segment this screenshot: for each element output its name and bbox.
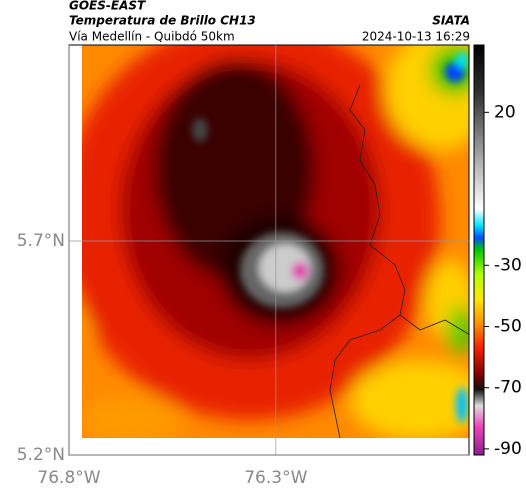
satellite-name: GOES-EAST [69,0,146,13]
lon-tick-label: 76.3°W [244,468,307,488]
colorbar-tick-label: 20 [494,102,516,122]
colorbar-tick-label: -70 [494,378,522,398]
source-name: SIATA [432,14,470,28]
colorbar-tick-label: -50 [494,316,522,336]
lat-tick-label: 5.2°N [17,445,65,465]
lat-tick-label: 5.7°N [17,231,65,251]
datetime: 2024-10-13 16:29 [362,30,470,44]
region-name: Vía Medellín - Quibdó 50km [69,30,235,44]
product-name: Temperatura de Brillo CH13 [69,14,256,28]
lon-tick-label: 76.8°W [37,468,100,488]
colorbar-tick-label: -30 [494,255,522,275]
temperature-field [82,45,469,438]
colorbar [473,44,485,456]
colorbar-tick-label: -90 [494,439,522,459]
